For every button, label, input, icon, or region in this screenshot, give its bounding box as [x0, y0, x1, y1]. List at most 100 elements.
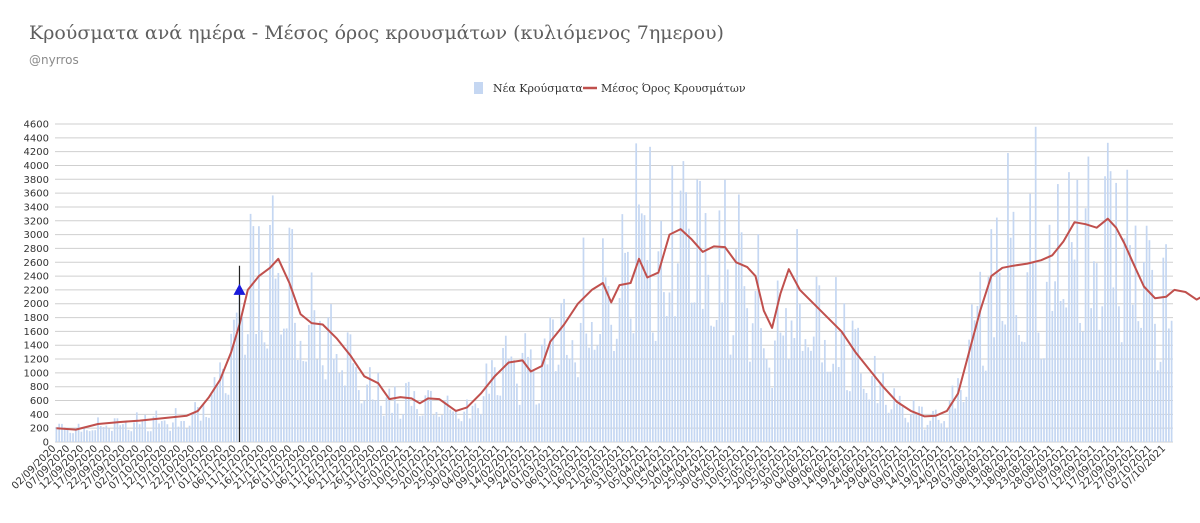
daily-cases-bar: [993, 337, 995, 442]
daily-cases-bar: [285, 328, 288, 442]
legend: Νέα Κρούσματα Μέσος Όρος Κρουσμάτων: [474, 82, 746, 95]
daily-cases-bar: [987, 276, 990, 442]
daily-cases-bar: [474, 403, 477, 442]
daily-cases-bar: [518, 404, 521, 442]
daily-cases-bar: [294, 322, 296, 442]
daily-cases-bar: [249, 213, 252, 442]
daily-cases-bar: [402, 414, 405, 442]
daily-cases-bar: [543, 338, 546, 442]
daily-cases-bar: [313, 310, 316, 442]
daily-cases-bar: [197, 407, 199, 442]
legend-line-label: Μέσος Όρος Κρουσμάτων: [601, 82, 746, 95]
daily-cases-bar: [344, 385, 346, 442]
daily-cases-bar: [610, 324, 613, 442]
daily-cases-bar: [413, 391, 416, 442]
daily-cases-bar: [418, 416, 421, 442]
daily-cases-bar: [510, 356, 513, 442]
daily-cases-bar: [66, 427, 69, 442]
daily-cases-bar: [1018, 334, 1020, 442]
daily-cases-bar: [1143, 262, 1145, 442]
daily-cases-bar: [701, 308, 704, 442]
daily-cases-bar: [715, 319, 718, 442]
daily-cases-bar: [737, 194, 740, 442]
y-tick-label: 1000: [24, 368, 49, 379]
daily-cases-bar: [233, 319, 235, 442]
daily-cases-bar: [443, 400, 446, 442]
daily-cases-bar: [219, 362, 221, 442]
daily-cases-bar: [172, 422, 174, 442]
daily-cases-bar: [615, 338, 618, 442]
daily-cases-bar: [80, 431, 83, 442]
daily-cases-bar: [676, 263, 679, 442]
y-tick-label: 4600: [24, 120, 49, 131]
daily-cases-bar: [1123, 238, 1126, 442]
daily-cases-bar: [477, 408, 479, 442]
daily-cases-bar: [729, 354, 732, 442]
daily-cases-bar: [971, 304, 973, 442]
daily-cases-bar: [1032, 262, 1034, 442]
daily-cases-bar: [865, 392, 868, 442]
daily-cases-bar: [224, 393, 227, 442]
daily-cases-bar: [907, 422, 909, 442]
daily-cases-bar: [269, 224, 271, 442]
daily-cases-bar: [332, 358, 335, 442]
daily-cases-bar: [810, 350, 812, 442]
daily-cases-bar: [651, 332, 654, 442]
daily-cases-bar: [1120, 342, 1123, 442]
daily-cases-bar: [455, 409, 457, 442]
daily-cases-bar: [271, 195, 274, 442]
daily-cases-bar: [757, 234, 760, 442]
chart-title: Κρούσματα ανά ημέρα - Μέσος όρος κρουσμά…: [29, 22, 724, 44]
daily-cases-bar: [149, 431, 152, 442]
daily-cases-bar: [796, 229, 798, 442]
daily-cases-bar: [424, 395, 427, 442]
daily-cases-bar: [158, 423, 160, 442]
daily-cases-bar: [826, 371, 829, 442]
daily-cases-bar: [829, 371, 832, 442]
y-axis: 0 200 400 600 800 1000 1200 1400 1600 1800 2000 220…: [24, 120, 49, 449]
daily-cases-bar: [405, 383, 407, 442]
daily-cases-bar: [771, 387, 773, 442]
daily-cases-bar: [663, 292, 665, 442]
daily-cases-bar: [69, 432, 72, 442]
daily-cases-bar: [590, 321, 593, 442]
daily-cases-bar: [482, 396, 485, 442]
daily-cases-bar: [321, 365, 324, 442]
daily-cases-bar: [210, 394, 213, 442]
y-tick-label: 2200: [24, 285, 49, 296]
daily-cases-bar: [552, 319, 554, 442]
daily-cases-bar: [793, 337, 796, 442]
daily-cases-bar: [535, 404, 538, 442]
daily-cases-bar: [274, 278, 277, 442]
chart-subtitle: @nyrros: [29, 53, 79, 67]
daily-cases-bar: [868, 399, 871, 442]
daily-cases-bar: [463, 411, 466, 442]
daily-cases-bar: [191, 413, 194, 442]
daily-cases-bar: [316, 359, 319, 442]
daily-cases-bar: [1062, 299, 1065, 442]
daily-cases-bar: [582, 237, 585, 442]
daily-cases-bar: [929, 420, 932, 442]
daily-cases-bar: [984, 370, 987, 442]
daily-cases-bar: [241, 316, 244, 442]
daily-cases-bar: [918, 406, 921, 442]
daily-cases-bar: [713, 326, 715, 442]
daily-cases-bar: [541, 344, 543, 442]
daily-cases-bar: [668, 292, 671, 442]
daily-cases-bar: [130, 431, 133, 442]
daily-cases-bar: [654, 340, 657, 442]
y-tick-label: 3600: [24, 189, 49, 200]
daily-cases-bar: [740, 232, 743, 442]
daily-cases-bar: [152, 416, 155, 442]
daily-cases-bar: [685, 192, 687, 442]
y-tick-label: 4400: [24, 133, 49, 144]
daily-cases-bar: [887, 412, 890, 442]
daily-cases-bar: [646, 260, 649, 442]
daily-cases-bar: [111, 430, 113, 442]
daily-cases-bar: [338, 372, 341, 442]
daily-cases-bar: [787, 358, 790, 442]
daily-cases-bar: [1043, 358, 1045, 442]
daily-cases-bar: [346, 332, 349, 442]
daily-cases-bar: [638, 204, 640, 442]
daily-cases-bar: [366, 384, 368, 442]
